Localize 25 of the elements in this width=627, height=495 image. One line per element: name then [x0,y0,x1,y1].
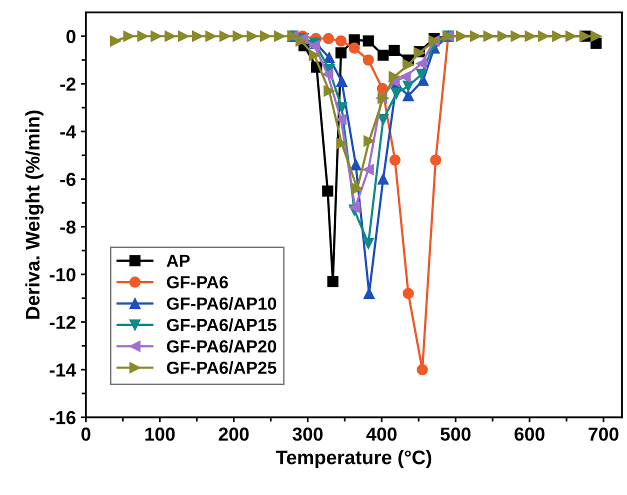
y-tick-label: -14 [50,364,76,376]
x-tick-label: 0 [81,428,90,441]
x-tick-label: 100 [145,428,175,441]
x-tick-label: 700 [588,428,618,441]
x-tick-label: 200 [218,428,249,441]
y-tick-label: -6 [60,172,76,186]
y-axis-title: Deriva. Weight (%/min) [25,110,44,319]
y-tick-label: -8 [60,220,76,234]
legend-label: GF-PA6 [166,276,228,288]
x-tick-label: 400 [366,428,397,441]
x-tick-label: 500 [440,428,470,441]
y-tick-label: -12 [50,316,76,329]
y-tick-label: -2 [60,78,76,91]
legend-label: GF-PA6/AP10 [166,297,276,310]
y-tick-label: -10 [50,268,76,282]
x-axis-title: Temperature (°C) [276,450,432,468]
x-tick-label: 300 [292,428,323,441]
legend-label: GF-PA6/AP20 [166,340,276,353]
y-tick-label: 0 [66,30,76,44]
x-tick-label: 600 [514,428,544,441]
legend-label: GF-PA6/AP15 [166,318,276,332]
legend-label: AP [166,254,190,267]
y-tick-label: -4 [60,125,76,138]
y-tick-label: -16 [50,410,76,424]
legend-label: GF-PA6/AP25 [166,361,276,374]
